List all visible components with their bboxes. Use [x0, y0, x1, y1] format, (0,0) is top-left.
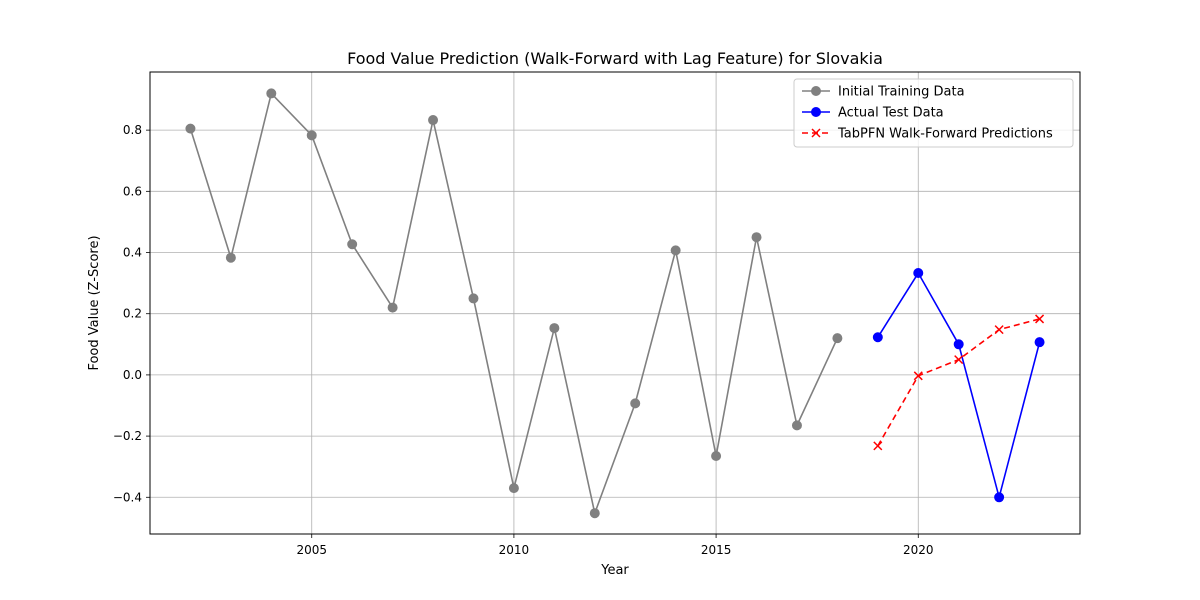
- legend-label: Initial Training Data: [838, 85, 965, 100]
- legend-box: [793, 78, 1074, 148]
- data-point: [872, 332, 883, 343]
- data-point: [670, 245, 681, 256]
- y-axis-label: Food Value (Z-Score): [87, 235, 102, 370]
- y-tick-label: 0.6: [123, 184, 142, 198]
- data-point: [832, 333, 843, 344]
- data-point: [225, 252, 236, 263]
- data-point: [468, 293, 479, 304]
- x-tick-label: 2005: [296, 543, 327, 557]
- legend-label: TabPFN Walk-Forward Predictions: [837, 127, 1053, 142]
- data-point: [913, 371, 923, 381]
- data-point: [589, 508, 600, 519]
- y-tick-label: −0.2: [113, 429, 142, 443]
- data-point: [994, 325, 1004, 335]
- ticks: 2005 2010 2015 2020 −0.4 −0.2 0.0 0.2 0.4 0.6 0.8: [113, 123, 934, 557]
- data-point: [549, 323, 560, 334]
- data-point: [508, 483, 519, 494]
- data-point: [711, 450, 722, 461]
- series-line: [877, 271, 1041, 501]
- legend-item: Initial Training Data: [802, 85, 965, 100]
- x-tick-label: 2010: [499, 543, 530, 557]
- data-point: [913, 268, 924, 279]
- y-tick-label: −0.4: [113, 490, 142, 504]
- y-tick-label: 0.8: [123, 123, 142, 137]
- x-axis-label: Year: [600, 563, 629, 578]
- legend-marker: [811, 128, 821, 138]
- legend-marker: [811, 107, 821, 117]
- data-point: [1035, 314, 1045, 324]
- data-point: [954, 355, 964, 365]
- legend: Initial Training Data Actual Test Data Tab…: [793, 78, 1074, 148]
- data-point: [347, 239, 358, 250]
- data-point: [630, 398, 641, 409]
- data-point: [387, 302, 398, 313]
- series-actual-test-data: [872, 268, 1045, 503]
- data-point: [428, 115, 439, 126]
- plot-frame: [149, 71, 1081, 535]
- plot-series: [185, 88, 1045, 519]
- data-point: [266, 88, 277, 99]
- legend-label: Actual Test Data: [838, 106, 944, 121]
- data-point: [873, 441, 883, 451]
- legend-item: TabPFN Walk-Forward Predictions: [802, 127, 1053, 142]
- chart-title: Food Value Prediction (Walk-Forward with…: [347, 49, 883, 68]
- series-tabpfn-walk-forward-predictions: [873, 314, 1045, 451]
- data-point: [751, 232, 762, 243]
- legend-marker: [811, 86, 821, 96]
- y-tick-label: 0.0: [123, 368, 142, 382]
- series-line: [877, 318, 1040, 447]
- data-point: [185, 123, 196, 134]
- data-point: [306, 130, 317, 141]
- data-point: [1034, 337, 1045, 348]
- legend-item: Actual Test Data: [802, 106, 944, 121]
- series-initial-training-data: [185, 88, 843, 519]
- data-point: [791, 420, 802, 431]
- data-point: [953, 339, 964, 350]
- y-tick-label: 0.2: [123, 307, 142, 321]
- data-point: [994, 492, 1005, 503]
- x-tick-label: 2015: [701, 543, 732, 557]
- x-tick-label: 2020: [903, 543, 934, 557]
- grid: [150, 72, 1080, 534]
- y-tick-label: 0.4: [123, 246, 142, 260]
